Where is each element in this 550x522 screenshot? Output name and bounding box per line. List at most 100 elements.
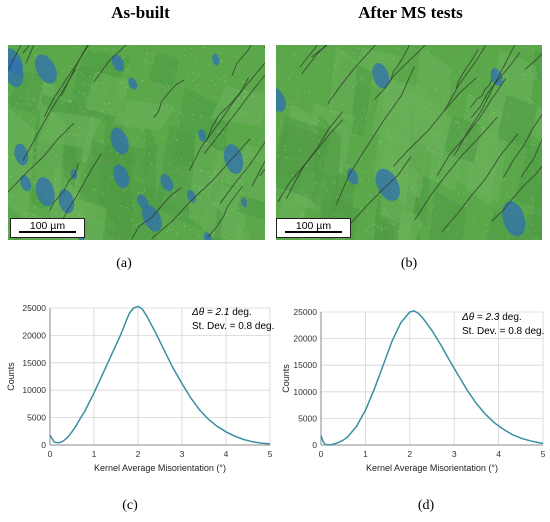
speckle bbox=[476, 84, 478, 86]
speckle bbox=[101, 48, 103, 51]
speckle bbox=[511, 133, 513, 135]
speckle bbox=[458, 154, 461, 156]
speckle bbox=[116, 50, 118, 52]
speckle bbox=[415, 59, 417, 61]
speckle bbox=[127, 57, 129, 59]
speckle bbox=[62, 70, 64, 72]
speckle bbox=[483, 127, 485, 129]
speckle bbox=[248, 237, 250, 239]
speckle bbox=[27, 168, 29, 170]
speckle bbox=[443, 233, 445, 235]
speckle bbox=[480, 126, 482, 128]
high-kam-region bbox=[346, 168, 359, 185]
speckle bbox=[330, 164, 332, 166]
speckle bbox=[47, 156, 49, 158]
speckle bbox=[204, 84, 206, 87]
speckle bbox=[254, 68, 256, 70]
speckle bbox=[108, 109, 110, 111]
speckle bbox=[323, 111, 325, 113]
speckle bbox=[89, 175, 91, 178]
speckle bbox=[483, 202, 485, 204]
speckle bbox=[163, 231, 165, 233]
speckle bbox=[324, 126, 327, 128]
speckle bbox=[132, 205, 135, 207]
speckle bbox=[257, 197, 259, 200]
speckle bbox=[481, 234, 483, 236]
speckle bbox=[531, 149, 533, 151]
speckle bbox=[428, 209, 430, 211]
speckle bbox=[493, 181, 496, 183]
speckle bbox=[321, 105, 323, 107]
speckle bbox=[377, 156, 380, 158]
speckle bbox=[373, 48, 375, 50]
speckle bbox=[122, 235, 124, 238]
speckle bbox=[328, 216, 330, 219]
speckle bbox=[60, 208, 62, 211]
speckle bbox=[227, 223, 229, 225]
speckle bbox=[84, 191, 86, 193]
speckle bbox=[341, 51, 343, 53]
speckle bbox=[432, 175, 434, 177]
speckle bbox=[441, 88, 444, 90]
speckle bbox=[141, 128, 144, 130]
speckle bbox=[135, 126, 137, 128]
grain-boundary bbox=[188, 62, 265, 171]
speckle bbox=[224, 79, 226, 82]
speckle bbox=[84, 174, 86, 176]
speckle bbox=[493, 234, 495, 236]
speckle bbox=[440, 117, 443, 119]
speckle bbox=[201, 186, 203, 188]
speckle bbox=[344, 128, 347, 130]
speckle bbox=[87, 145, 89, 147]
speckle bbox=[297, 90, 299, 92]
speckle bbox=[57, 77, 59, 79]
speckle bbox=[146, 53, 148, 55]
speckle bbox=[83, 160, 85, 162]
speckle bbox=[451, 52, 453, 54]
speckle bbox=[44, 87, 46, 89]
speckle bbox=[506, 237, 509, 239]
speckle bbox=[277, 155, 279, 157]
speckle bbox=[506, 187, 508, 189]
speckle bbox=[523, 79, 525, 81]
speckle bbox=[129, 238, 131, 240]
speckle bbox=[163, 73, 165, 75]
speckle bbox=[244, 119, 246, 121]
speckle bbox=[345, 167, 348, 169]
speckle bbox=[233, 137, 235, 139]
speckle bbox=[238, 97, 240, 100]
speckle bbox=[181, 184, 183, 186]
speckle bbox=[63, 49, 65, 51]
speckle bbox=[245, 90, 247, 93]
speckle bbox=[355, 106, 357, 108]
speckle bbox=[402, 86, 405, 88]
speckle bbox=[291, 102, 293, 105]
speckle bbox=[241, 65, 243, 67]
speckle bbox=[85, 174, 87, 176]
speckle bbox=[372, 119, 374, 122]
speckle bbox=[428, 64, 430, 66]
speckle bbox=[33, 206, 35, 208]
speckle bbox=[467, 176, 470, 178]
speckle bbox=[191, 47, 193, 50]
speckle bbox=[22, 60, 24, 63]
speckle bbox=[334, 66, 336, 68]
speckle bbox=[224, 81, 226, 83]
speckle bbox=[253, 147, 255, 150]
speckle bbox=[32, 76, 34, 78]
speckle bbox=[198, 235, 200, 237]
speckle bbox=[121, 53, 123, 55]
speckle bbox=[387, 53, 389, 55]
speckle bbox=[224, 94, 226, 97]
speckle bbox=[85, 159, 88, 161]
speckle bbox=[428, 149, 430, 151]
speckle bbox=[254, 62, 257, 64]
speckle bbox=[193, 178, 195, 181]
speckle bbox=[325, 204, 327, 206]
speckle bbox=[295, 163, 297, 165]
speckle bbox=[360, 158, 362, 160]
speckle bbox=[410, 142, 413, 144]
speckle bbox=[522, 160, 524, 162]
speckle bbox=[420, 202, 422, 204]
high-kam-region bbox=[128, 77, 138, 90]
